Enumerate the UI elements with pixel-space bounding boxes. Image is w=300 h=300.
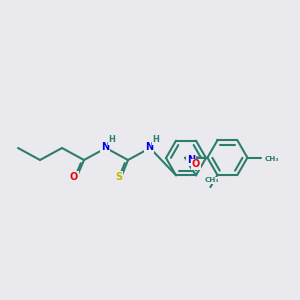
Text: CH₃: CH₃ [204, 177, 219, 183]
Text: N: N [187, 155, 195, 165]
Text: CH₃: CH₃ [264, 156, 279, 162]
Text: H: H [153, 136, 159, 145]
Text: S: S [116, 172, 123, 182]
Text: O: O [192, 159, 200, 169]
Text: H: H [109, 136, 116, 145]
Text: N: N [101, 142, 109, 152]
Text: N: N [145, 142, 153, 152]
Text: O: O [70, 172, 78, 182]
